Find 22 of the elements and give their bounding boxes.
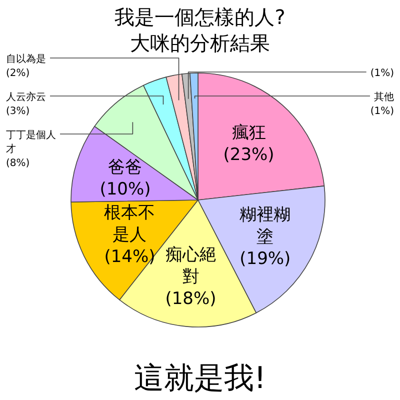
- slice-label: 根本不是人: [104, 202, 156, 245]
- slice-label: 瘋狂: [232, 123, 266, 144]
- slice-label: 糊裡糊塗: [240, 204, 291, 247]
- slice-label: 人云亦云: [6, 91, 46, 103]
- data-label: (3%): [6, 106, 30, 117]
- slice-label: 丁丁是個人才: [6, 130, 56, 155]
- data-label: (14%): [104, 246, 156, 267]
- slice-label: 其他: [374, 91, 394, 103]
- data-label: (1%): [370, 106, 394, 117]
- data-label: (2%): [6, 68, 30, 79]
- data-label: (1%): [370, 68, 394, 79]
- chart-title: 我是一個怎樣的人?: [114, 5, 286, 29]
- data-label: (10%): [100, 179, 151, 200]
- slice-label: 爸爸: [108, 157, 142, 178]
- text: 這就是我!: [134, 361, 266, 396]
- slice-label: 自以為是: [6, 53, 46, 65]
- slice-label: 痴心絕對: [165, 244, 216, 287]
- data-label: (18%): [165, 288, 216, 309]
- data-label: (23%): [223, 145, 274, 166]
- data-label: (19%): [240, 248, 291, 269]
- chart-subtitle: 大咪的分析結果: [130, 31, 270, 55]
- data-label: (8%): [6, 158, 30, 169]
